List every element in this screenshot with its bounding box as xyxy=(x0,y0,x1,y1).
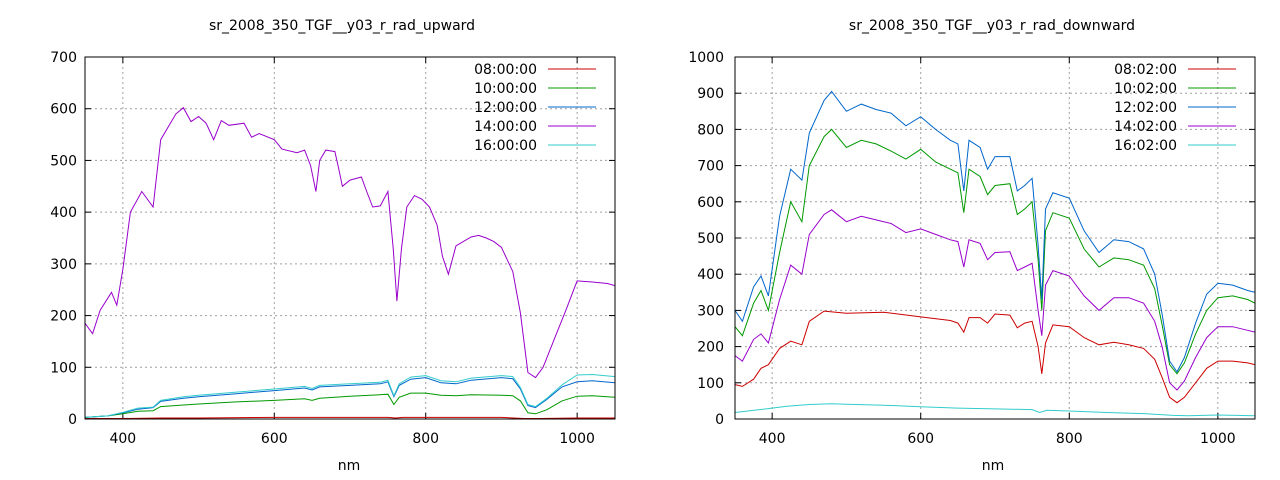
series-line-160200 xyxy=(735,403,1255,417)
legend-label: 10:00:00 xyxy=(474,81,537,97)
y-tick-label: 800 xyxy=(697,122,724,138)
y-tick-label: 400 xyxy=(697,267,724,283)
y-tick-label: 600 xyxy=(697,195,724,211)
series-line-100200 xyxy=(735,128,1255,375)
y-tick-label: 1000 xyxy=(688,50,724,66)
x-axis-label: nm xyxy=(338,458,361,474)
plot-frame xyxy=(734,56,1256,420)
legend-label: 08:02:00 xyxy=(1114,62,1177,78)
y-tick-label: 0 xyxy=(715,412,724,428)
y-tick-label: 100 xyxy=(50,360,77,376)
y-tick-label: 200 xyxy=(50,309,77,325)
series-line-080000 xyxy=(85,416,615,419)
legend-label: 16:00:00 xyxy=(474,138,537,154)
y-tick-label: 200 xyxy=(697,340,724,356)
y-tick-label: 300 xyxy=(50,257,77,273)
chart-title: sr_2008_350_TGF__y03_r_rad_upward xyxy=(209,18,475,34)
y-tick-label: 500 xyxy=(50,153,77,169)
series-line-120200 xyxy=(735,90,1255,373)
x-tick-label: 800 xyxy=(412,431,439,447)
series-line-140000 xyxy=(85,106,615,379)
x-tick-label: 1000 xyxy=(1200,431,1236,447)
x-tick-label: 800 xyxy=(1056,431,1083,447)
x-tick-label: 600 xyxy=(907,431,934,447)
legend-label: 14:02:00 xyxy=(1114,119,1177,135)
chart-1: sr_2008_350_TGF__y03_r_rad_upward 0 100 200… xyxy=(50,18,616,474)
x-tick-label: 400 xyxy=(759,431,786,447)
legend-label: 08:00:00 xyxy=(474,62,537,78)
chart-2: sr_2008_350_TGF__y03_r_rad_downward 0 100 2… xyxy=(688,18,1256,474)
x-tick-label: 1000 xyxy=(559,431,595,447)
legend-label: 10:02:00 xyxy=(1114,81,1177,97)
series-line-100000 xyxy=(85,392,615,418)
legend-label: 16:02:00 xyxy=(1114,138,1177,154)
y-tick-label: 700 xyxy=(697,159,724,175)
legend-label: 14:00:00 xyxy=(474,119,537,135)
series-line-140200 xyxy=(735,209,1255,391)
series-line-080200 xyxy=(735,310,1255,404)
y-tick-label: 500 xyxy=(697,231,724,247)
y-tick-label: 0 xyxy=(68,412,77,428)
y-tick-label: 700 xyxy=(50,50,77,66)
legend-label: 12:00:00 xyxy=(474,100,537,116)
x-axis-label: nm xyxy=(982,458,1005,474)
y-tick-label: 300 xyxy=(697,303,724,319)
y-tick-label: 600 xyxy=(50,102,77,118)
plot-frame xyxy=(84,56,616,420)
y-tick-label: 400 xyxy=(50,205,77,221)
x-tick-label: 600 xyxy=(261,431,288,447)
y-tick-label: 100 xyxy=(697,376,724,392)
y-tick-label: 900 xyxy=(697,86,724,102)
x-tick-label: 400 xyxy=(109,431,136,447)
legend-label: 12:02:00 xyxy=(1114,100,1177,116)
series-line-160000 xyxy=(85,373,615,418)
chart-title: sr_2008_350_TGF__y03_r_rad_downward xyxy=(849,18,1135,34)
